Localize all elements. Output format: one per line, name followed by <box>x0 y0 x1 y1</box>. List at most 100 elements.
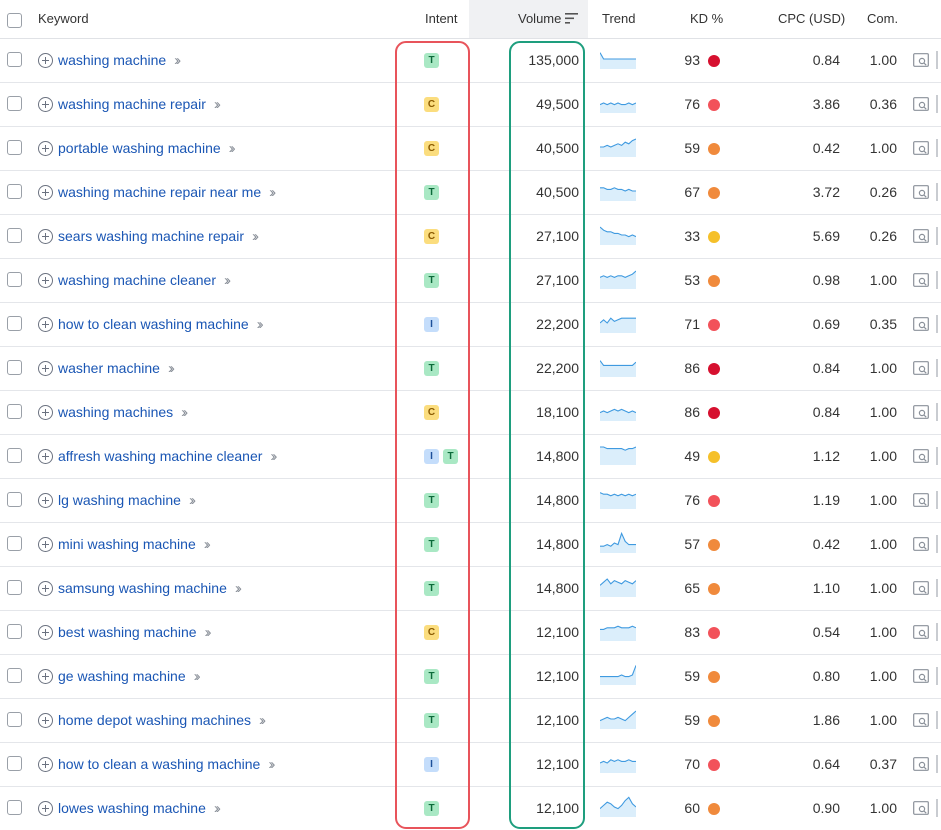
row-checkbox[interactable] <box>7 316 22 331</box>
serp-preview-icon[interactable] <box>913 801 929 815</box>
row-checkbox[interactable] <box>7 756 22 771</box>
serp-preview-icon[interactable] <box>913 449 929 463</box>
serp-preview-icon[interactable] <box>913 53 929 67</box>
add-keyword-icon[interactable] <box>38 493 53 508</box>
serp-preview-icon[interactable] <box>913 581 929 595</box>
keyword-overview-arrow-icon[interactable]: ›› <box>188 492 196 509</box>
row-checkbox[interactable] <box>7 492 22 507</box>
header-cpc[interactable]: CPC (USD) <box>778 11 846 26</box>
serp-preview-icon[interactable] <box>913 185 929 199</box>
serp-preview-icon[interactable] <box>913 229 929 243</box>
add-keyword-icon[interactable] <box>38 97 53 112</box>
header-intent[interactable]: Intent <box>425 11 458 26</box>
serp-preview-icon[interactable] <box>913 273 929 287</box>
keyword-link[interactable]: how to clean a washing machine ›› <box>58 756 275 773</box>
add-keyword-icon[interactable] <box>38 229 53 244</box>
keyword-link[interactable]: washing machine cleaner ›› <box>58 272 231 289</box>
keyword-overview-arrow-icon[interactable]: ›› <box>181 404 188 421</box>
add-keyword-icon[interactable] <box>38 405 53 420</box>
keyword-overview-arrow-icon[interactable]: ›› <box>251 228 259 245</box>
row-checkbox[interactable] <box>7 800 22 815</box>
keyword-link[interactable]: ge washing machine ›› <box>58 668 201 685</box>
header-kd[interactable]: KD % <box>690 11 724 26</box>
keyword-overview-arrow-icon[interactable]: ›› <box>228 140 236 157</box>
row-checkbox[interactable] <box>7 140 22 155</box>
keyword-link[interactable]: lowes washing machine ›› <box>58 800 221 817</box>
add-keyword-icon[interactable] <box>38 757 53 772</box>
serp-preview-icon[interactable] <box>913 757 929 771</box>
keyword-overview-arrow-icon[interactable]: ›› <box>203 536 211 553</box>
serp-preview-icon[interactable] <box>913 97 929 111</box>
serp-preview-icon[interactable] <box>913 141 929 155</box>
row-checkbox[interactable] <box>7 228 22 243</box>
row-checkbox[interactable] <box>7 536 22 551</box>
select-all-checkbox[interactable] <box>7 13 22 28</box>
add-keyword-icon[interactable] <box>38 581 53 596</box>
serp-preview-icon[interactable] <box>913 669 929 683</box>
add-keyword-icon[interactable] <box>38 537 53 552</box>
row-checkbox[interactable] <box>7 184 22 199</box>
keyword-overview-arrow-icon[interactable]: ›› <box>167 360 175 377</box>
keyword-overview-arrow-icon[interactable]: ›› <box>213 800 221 817</box>
keyword-link[interactable]: samsung washing machine ›› <box>58 580 242 597</box>
row-checkbox[interactable] <box>7 624 22 639</box>
keyword-overview-arrow-icon[interactable]: ›› <box>213 96 221 113</box>
header-trend[interactable]: Trend <box>602 11 636 26</box>
row-checkbox[interactable] <box>7 404 22 419</box>
header-volume[interactable]: Volume <box>518 11 562 26</box>
row-checkbox[interactable] <box>7 52 22 67</box>
keyword-link[interactable]: portable washing machine ›› <box>58 140 236 157</box>
add-keyword-icon[interactable] <box>38 53 53 68</box>
keyword-overview-arrow-icon[interactable]: ›› <box>259 712 266 729</box>
keyword-overview-arrow-icon[interactable]: ›› <box>174 52 181 69</box>
sort-desc-icon[interactable] <box>565 13 578 24</box>
serp-preview-icon[interactable] <box>913 493 929 507</box>
add-keyword-icon[interactable] <box>38 801 53 816</box>
keyword-overview-arrow-icon[interactable]: ›› <box>234 580 242 597</box>
header-com[interactable]: Com. <box>867 11 899 26</box>
add-keyword-icon[interactable] <box>38 669 53 684</box>
row-checkbox[interactable] <box>7 712 22 727</box>
serp-preview-icon[interactable] <box>913 405 929 419</box>
keyword-link[interactable]: sears washing machine repair ›› <box>58 228 259 245</box>
serp-preview-icon[interactable] <box>913 361 929 375</box>
keyword-overview-arrow-icon[interactable]: ›› <box>204 624 212 641</box>
serp-preview-icon[interactable] <box>913 537 929 551</box>
row-checkbox[interactable] <box>7 668 22 683</box>
add-keyword-icon[interactable] <box>38 449 53 464</box>
row-checkbox[interactable] <box>7 272 22 287</box>
keyword-overview-arrow-icon[interactable]: ›› <box>268 756 275 773</box>
keyword-link[interactable]: washer machine ›› <box>58 360 175 377</box>
serp-preview-icon[interactable] <box>913 713 929 727</box>
keyword-link[interactable]: washing machines ›› <box>58 404 188 421</box>
keyword-link[interactable]: affresh washing machine cleaner ›› <box>58 448 277 465</box>
row-checkbox[interactable] <box>7 360 22 375</box>
add-keyword-icon[interactable] <box>38 361 53 376</box>
keyword-link[interactable]: washing machine ›› <box>58 52 181 69</box>
keyword-overview-arrow-icon[interactable]: ›› <box>269 184 276 201</box>
keyword-overview-arrow-icon[interactable]: ›› <box>193 668 201 685</box>
add-keyword-icon[interactable] <box>38 273 53 288</box>
keyword-link[interactable]: mini washing machine ›› <box>58 536 211 553</box>
cpc-value: 1.10 <box>812 580 840 596</box>
keyword-link[interactable]: best washing machine ›› <box>58 624 212 641</box>
keyword-link[interactable]: washing machine repair near me ›› <box>58 184 276 201</box>
keyword-link[interactable]: washing machine repair ›› <box>58 96 221 113</box>
keyword-overview-arrow-icon[interactable]: ›› <box>256 316 264 333</box>
add-keyword-icon[interactable] <box>38 141 53 156</box>
header-keyword[interactable]: Keyword <box>38 11 89 26</box>
keyword-link[interactable]: how to clean washing machine ›› <box>58 316 264 333</box>
keyword-link[interactable]: home depot washing machines ›› <box>58 712 266 729</box>
add-keyword-icon[interactable] <box>38 185 53 200</box>
keyword-overview-arrow-icon[interactable]: ›› <box>270 448 277 465</box>
keyword-overview-arrow-icon[interactable]: ›› <box>223 272 231 289</box>
add-keyword-icon[interactable] <box>38 317 53 332</box>
keyword-link[interactable]: lg washing machine ›› <box>58 492 196 509</box>
add-keyword-icon[interactable] <box>38 713 53 728</box>
serp-preview-icon[interactable] <box>913 625 929 639</box>
serp-preview-icon[interactable] <box>913 317 929 331</box>
add-keyword-icon[interactable] <box>38 625 53 640</box>
row-checkbox[interactable] <box>7 96 22 111</box>
row-checkbox[interactable] <box>7 448 22 463</box>
row-checkbox[interactable] <box>7 580 22 595</box>
